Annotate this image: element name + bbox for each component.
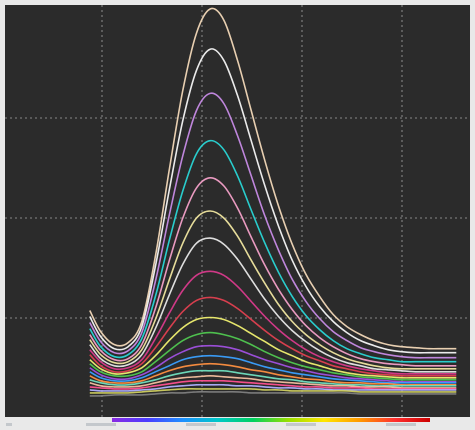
spectrum-gradient	[112, 418, 430, 422]
plot-background	[5, 5, 470, 417]
wavelength-spectrum-bar	[112, 418, 430, 422]
x-tick-mark	[6, 423, 12, 426]
series-line-8	[89, 270, 457, 375]
series-line-16	[89, 375, 457, 389]
series-line-14	[89, 362, 457, 386]
x-tick-mark	[86, 423, 116, 426]
series-line-2	[89, 48, 457, 354]
series-line-13	[89, 354, 457, 384]
series-line-6	[89, 210, 457, 370]
series-line-9	[89, 296, 457, 377]
series-line-7	[89, 237, 457, 373]
series-line-18	[89, 383, 457, 392]
series-line-5	[89, 176, 457, 367]
series-line-4	[89, 139, 457, 363]
series-line-12	[89, 344, 457, 383]
series-line-11	[89, 331, 457, 381]
series-line-3	[89, 92, 457, 359]
x-tick-mark	[386, 423, 416, 426]
series-layer	[89, 7, 457, 397]
x-tick-mark	[186, 423, 216, 426]
plot-grid	[5, 5, 470, 417]
series-line-10	[89, 316, 457, 379]
series-line-20	[89, 391, 457, 397]
series-line-19	[89, 388, 457, 394]
x-tick-mark	[286, 423, 316, 426]
series-line-17	[89, 379, 457, 390]
series-line-1	[89, 7, 457, 350]
series-line-15	[89, 369, 457, 387]
